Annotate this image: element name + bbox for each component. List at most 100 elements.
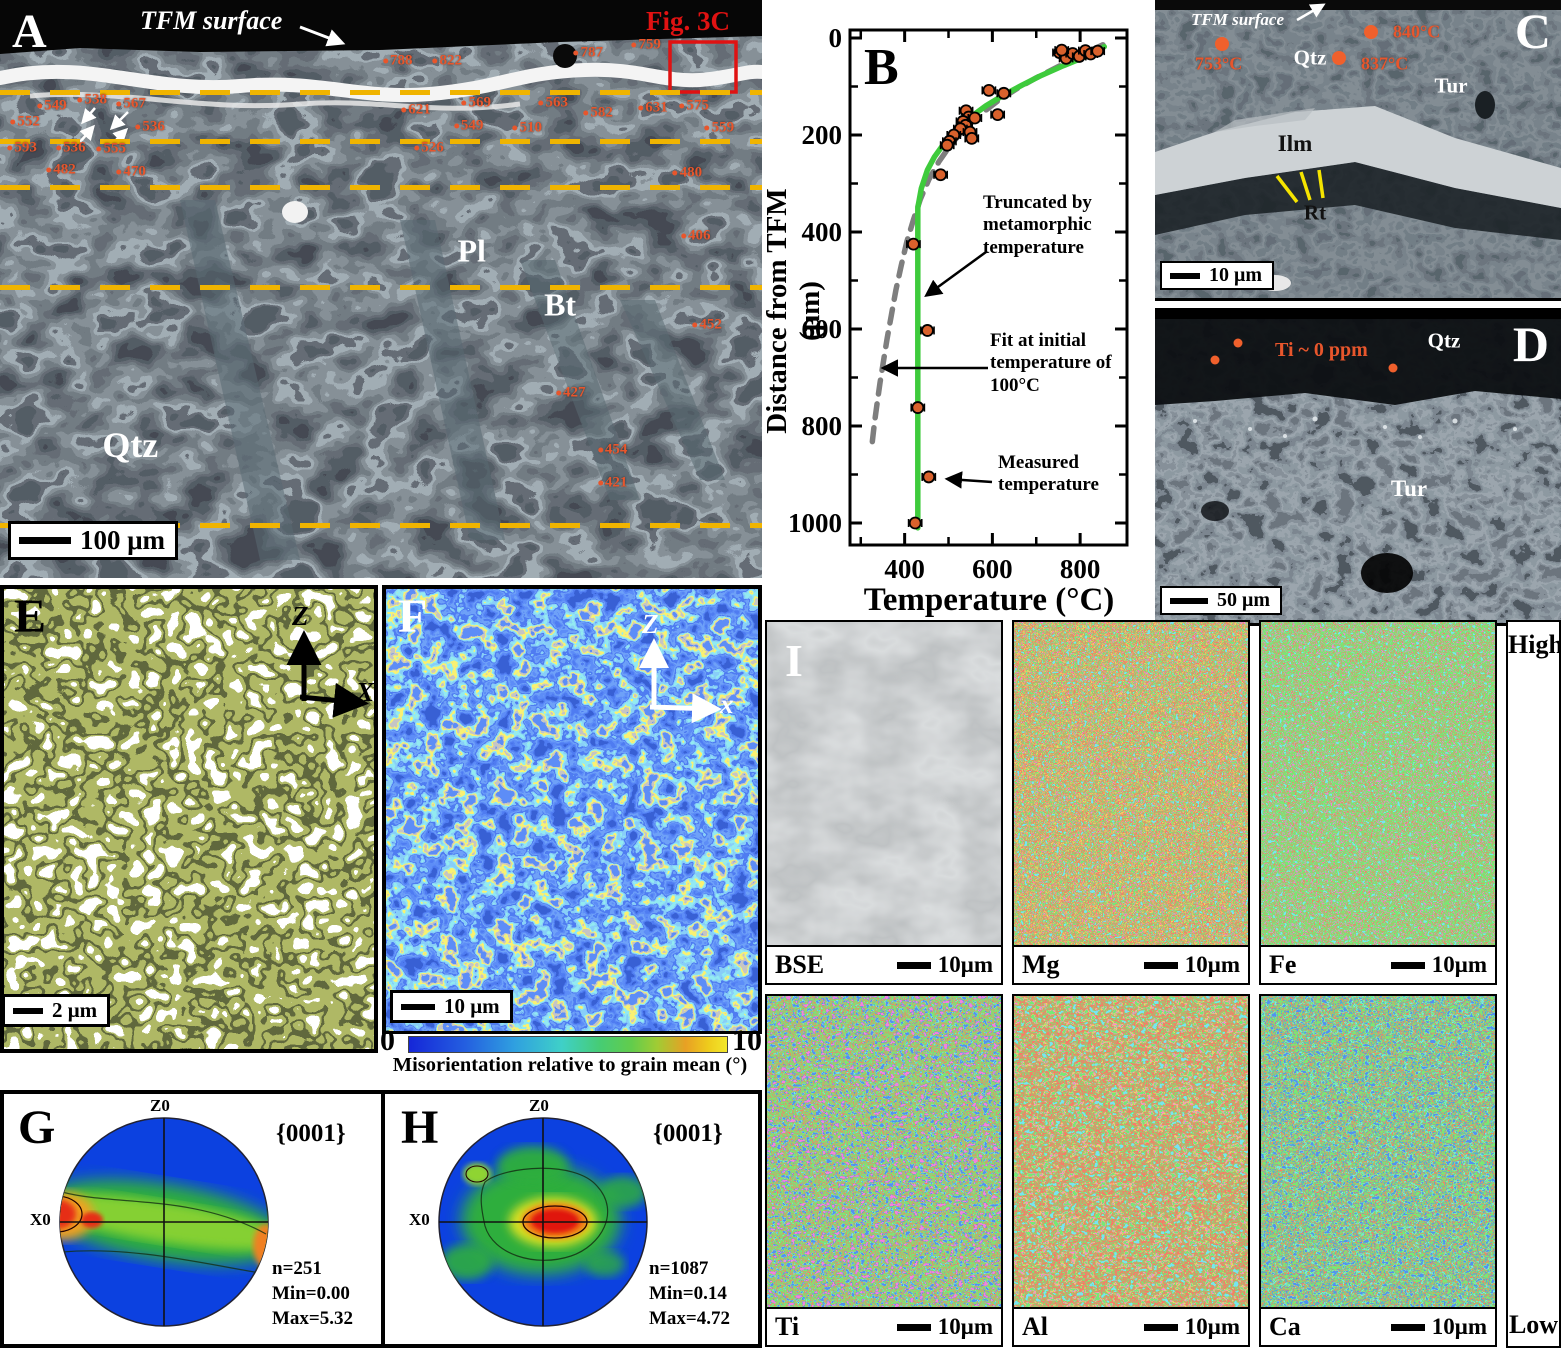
measurement-dot — [555, 390, 561, 396]
data-point — [997, 86, 1011, 100]
temperature-label: 575 — [679, 97, 709, 114]
panel-c-bse-closeup: C TFM surface 753°C 840°C 837°C Qtz Tur Ilm R… — [1155, 0, 1561, 301]
temperature-label: 470 — [116, 164, 146, 181]
scale-bar-text: 10μm — [1431, 1314, 1487, 1339]
temperature-label: 822 — [432, 53, 462, 70]
panel-d-bse-closeup: D Ti ~ 0 ppm Qtz Tur 50 μm — [1155, 308, 1561, 626]
data-point — [968, 111, 982, 125]
scale-bar-line — [896, 961, 931, 969]
z0-label-h: Z0 — [529, 1096, 549, 1115]
spot-dot — [1388, 363, 1398, 373]
plane-family-g: {0001} — [276, 1120, 346, 1147]
spot-temperature: 753°C — [1195, 53, 1243, 74]
measurement-dot — [10, 119, 16, 125]
annotation-truncated: Truncated by metamorphic temperature — [983, 192, 1092, 258]
measurement-dot — [383, 58, 388, 64]
measurement-dot — [638, 105, 644, 111]
panel-a-bse-overview: A TFM surface Fig. 3C 552 549 538 567 536 593… — [0, 0, 762, 578]
measurement-dot — [432, 58, 438, 64]
pole-figure-g — [59, 1117, 269, 1327]
stats-g: n=251 Min=0.00 Max=5.32 — [272, 1256, 353, 1331]
stats-h: n=1087 Min=0.14 Max=4.72 — [649, 1256, 730, 1331]
data-point — [921, 324, 934, 337]
scale-bar-text: 10μm — [1431, 952, 1487, 977]
chart-frame — [848, 28, 1129, 547]
stat-min: Min=0.14 — [649, 1283, 727, 1305]
measurement-dot — [401, 107, 407, 113]
element-map-label-strip: Ti 10μm — [767, 1307, 1001, 1345]
panel-f-texture — [386, 589, 758, 1031]
element-map-bse: BSE 10μm — [765, 620, 1003, 985]
scale-bar-line — [1390, 961, 1425, 969]
panel-e-texture — [4, 589, 374, 1049]
temperature-label: 621 — [401, 101, 431, 118]
measurement-dot — [7, 145, 13, 151]
measurement-dot — [597, 480, 603, 486]
measurement-dot — [692, 322, 698, 328]
spot-dot — [1210, 355, 1220, 365]
panel-letter-d: D — [1512, 316, 1549, 372]
plane-family-h: {0001} — [653, 1120, 723, 1147]
mineral-label-ilm: Ilm — [1277, 131, 1313, 156]
measurement-dot — [46, 167, 52, 173]
measurement-dot — [453, 123, 459, 129]
y-tick-label: 600 — [802, 314, 843, 344]
panel-b-profile-chart: 400 600 800 0 200 400 600 800 1000 B Distance fr… — [762, 0, 1155, 620]
element-map-ca: Ca 10μm — [1259, 994, 1497, 1347]
temperature-label: 582 — [583, 104, 613, 121]
temperature-label: 526 — [414, 139, 444, 156]
data-point — [982, 83, 996, 97]
element-name: BSE — [775, 950, 825, 979]
measurement-dot — [538, 100, 544, 106]
panel-letter-f: F — [398, 590, 428, 643]
scale-bar-text: 10μm — [937, 1314, 993, 1339]
element-map-label-strip: BSE 10μm — [767, 945, 1001, 983]
scale-bar-line — [896, 1323, 931, 1331]
data-point — [1055, 43, 1069, 57]
scale-bar-e: 2 μm — [4, 994, 111, 1027]
element-map-label-strip: Al 10μm — [1014, 1307, 1248, 1345]
panel-i-element-maps: BSE 10μm Mg 10μm Fe 10μm Ti 10μm — [765, 620, 1502, 1348]
temperature-label: 480 — [672, 164, 702, 181]
temperature-label: 759 — [631, 37, 661, 54]
ilmenite-band — [1155, 106, 1561, 208]
z0-label-g: Z0 — [150, 1096, 170, 1115]
colorbar-caption: Misorientation relative to grain mean (°… — [392, 1054, 748, 1076]
measurement-dot — [116, 169, 122, 175]
mineral-label-pl: Pl — [457, 232, 486, 269]
measurement-dot — [135, 124, 141, 130]
element-map-image — [1261, 622, 1495, 945]
measurement-dot — [56, 145, 62, 151]
temperature-label: 549 — [453, 118, 483, 135]
rutile-pointer-lines — [1275, 169, 1325, 204]
element-scale-bar: 10μm — [1390, 1314, 1487, 1340]
pole-figures-divider — [381, 1094, 385, 1344]
scale-bar-text: 50 μm — [1217, 589, 1270, 611]
element-map-image — [767, 622, 1001, 945]
element-map-label-strip: Fe 10μm — [1261, 945, 1495, 983]
measurement-dot — [37, 103, 43, 109]
scale-bar-d: 50 μm — [1160, 586, 1282, 615]
annotation-fit: Fit at initial temperature of 100°C — [990, 330, 1112, 396]
measurement-dot — [704, 125, 710, 131]
panel-letter-h: H — [401, 1101, 439, 1154]
scale-bar-text: 10 μm — [444, 994, 500, 1018]
temperature-label: 552 — [10, 113, 40, 130]
x-tick-label: 600 — [972, 554, 1013, 584]
temperature-label: 427 — [555, 385, 585, 402]
stat-n: n=1087 — [649, 1258, 709, 1279]
stat-max: Max=4.72 — [649, 1308, 731, 1330]
inset-ref-label: Fig. 3C — [646, 6, 730, 36]
colorbar-gradient — [1522, 666, 1545, 1302]
spot-dot — [1332, 51, 1346, 65]
measurement-dot — [573, 50, 579, 56]
mineral-label-qtz: Qtz — [1293, 45, 1327, 70]
mineral-label-qtz: Qtz — [102, 425, 159, 466]
mineral-label-bt: Bt — [544, 286, 577, 323]
colorbar-low-label: Low — [1508, 1310, 1559, 1339]
element-map-image — [1014, 622, 1248, 945]
x0-label-h: X0 — [409, 1210, 430, 1229]
element-name: Ti — [775, 1312, 800, 1341]
panel-f-misorientation-map: F Z x 10 μm — [382, 585, 762, 1035]
scale-bar-a: 100 μm — [8, 521, 179, 560]
